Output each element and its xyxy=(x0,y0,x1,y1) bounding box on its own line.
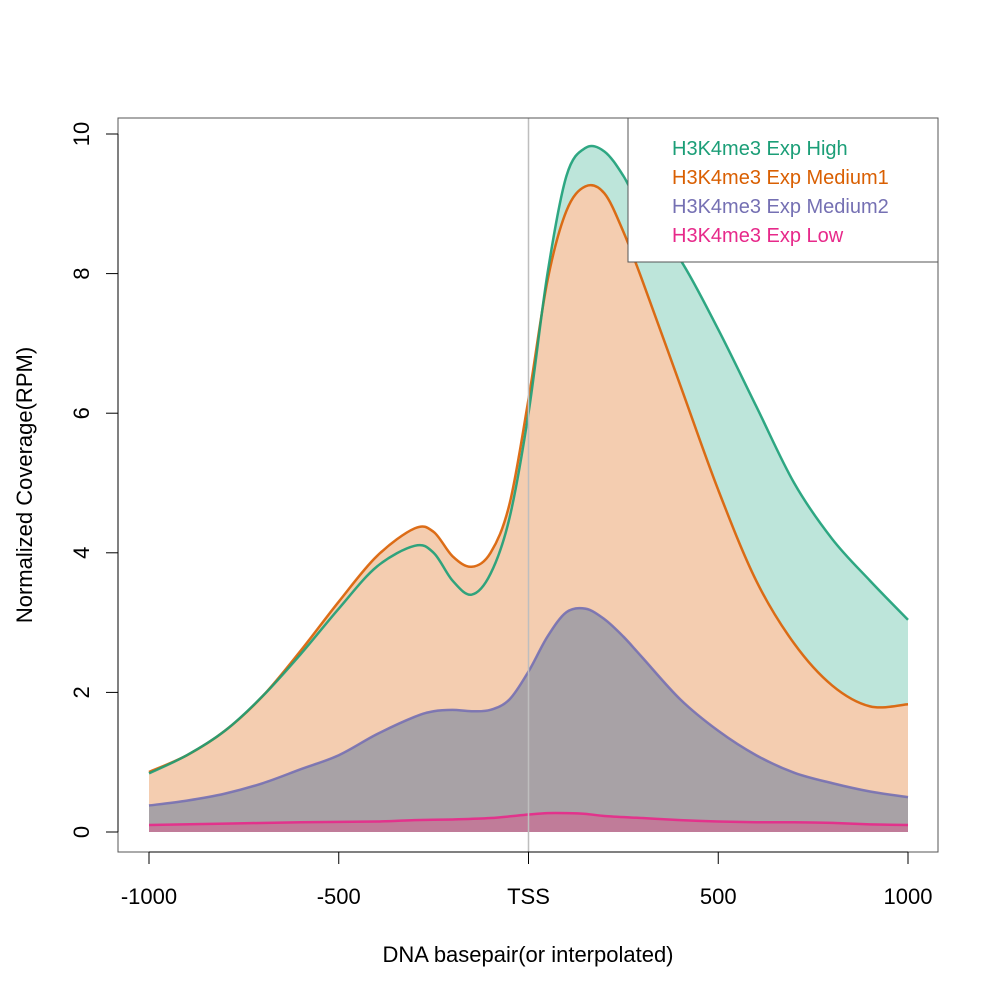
y-tick-label: 8 xyxy=(69,267,94,279)
line-h3k4me3-exp-low xyxy=(148,811,909,827)
legend-entry-h3k4me3-exp-medium1: H3K4me3 Exp Medium1 xyxy=(672,167,889,189)
legend: H3K4me3 Exp High H3K4me3 Exp Medium1 H3K4m… xyxy=(627,117,939,263)
y-tick-label: 0 xyxy=(69,826,94,838)
legend-entry-h3k4me3-exp-medium2: H3K4me3 Exp Medium2 xyxy=(672,196,889,218)
x-tick-label: -500 xyxy=(317,884,361,909)
y-tick-label: 2 xyxy=(69,686,94,698)
x-tick-label: 500 xyxy=(700,884,737,909)
x-tick-label: -1000 xyxy=(121,884,177,909)
legend-entry-h3k4me3-exp-low: H3K4me3 Exp Low xyxy=(672,225,844,247)
x-tick-label: 1000 xyxy=(884,884,933,909)
legend-box xyxy=(627,117,939,263)
y-axis-label: Normalized Coverage(RPM) xyxy=(12,347,37,623)
y-axis: 0 2 4 6 8 10 xyxy=(69,122,119,838)
y-tick-label: 10 xyxy=(69,122,94,146)
legend-entry-h3k4me3-exp-high: H3K4me3 Exp High xyxy=(672,138,848,160)
line-h3k4me3-exp-high xyxy=(148,144,909,775)
x-axis: -1000 -500 TSS 500 1000 xyxy=(121,851,933,909)
y-tick-label: 6 xyxy=(69,407,94,419)
x-axis-label: DNA basepair(or interpolated) xyxy=(382,942,673,967)
x-tick-label: TSS xyxy=(507,884,550,909)
y-tick-label: 4 xyxy=(69,547,94,559)
